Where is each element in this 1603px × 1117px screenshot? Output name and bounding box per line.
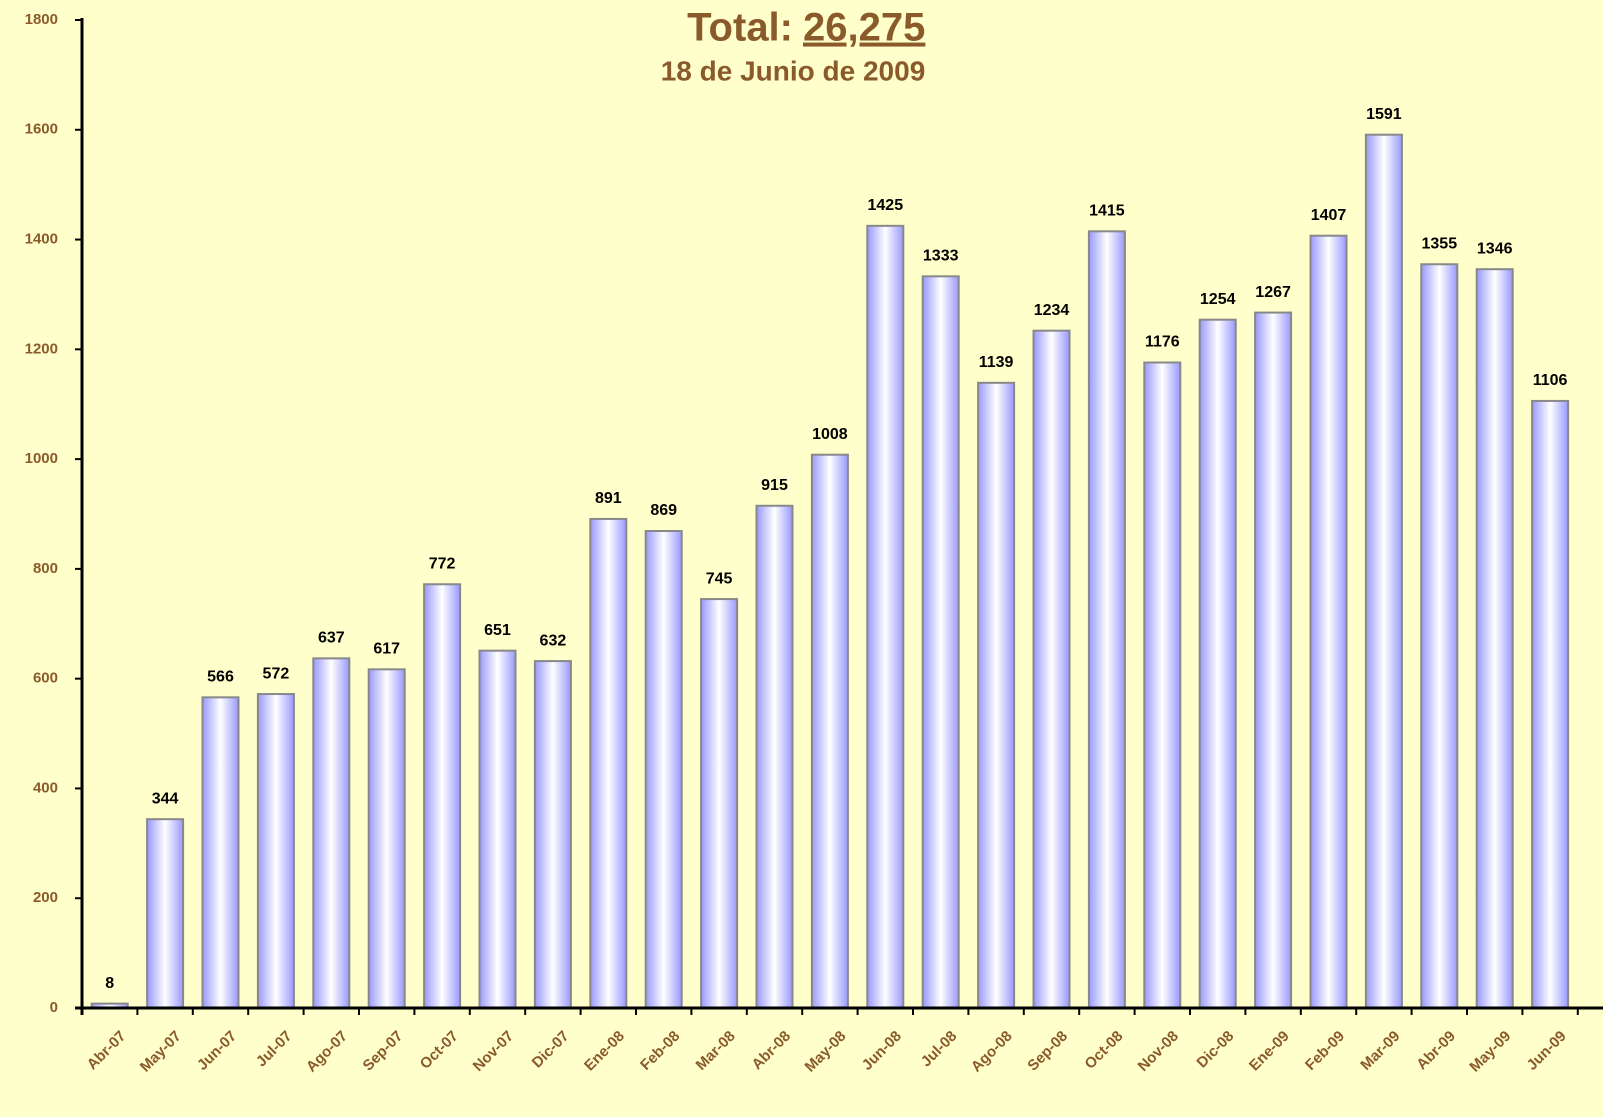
value-label: 1407 [1311,207,1347,224]
value-label: 891 [595,490,622,507]
x-tick-label: Nov-07 [470,1028,517,1075]
bar [146,818,185,1010]
bar [1032,329,1071,1010]
x-tick-label: Jun-09 [1524,1028,1570,1074]
bar [1420,263,1459,1009]
y-tick-label: 600 [33,670,58,687]
bar [866,224,905,1010]
value-label: 1267 [1255,284,1291,301]
bar [367,668,406,1010]
value-label: 566 [207,669,234,686]
x-tick-label: Ago-08 [968,1028,1016,1076]
x-tick-label: Jun-07 [194,1028,240,1074]
chart-title: Total: [687,6,793,50]
y-tick-label: 1800 [25,11,58,28]
bar [589,517,628,1009]
x-tick-label: May-07 [137,1028,185,1076]
value-label: 1254 [1200,291,1236,308]
bar [644,530,683,1009]
bar [478,649,517,1009]
bar [700,598,739,1009]
value-label: 745 [706,570,733,587]
value-label: 1106 [1533,372,1568,389]
y-tick-label: 400 [33,779,58,796]
x-tick-label: Abr-09 [1413,1028,1459,1074]
value-label: 1355 [1422,235,1458,252]
bar [312,657,351,1009]
x-tick-label: Feb-08 [637,1028,683,1074]
value-label: 8 [105,975,114,992]
value-label: 572 [263,665,290,682]
value-label: 1591 [1366,106,1402,123]
y-tick-label: 1600 [25,121,58,138]
x-tick-label: Jul-08 [918,1028,961,1071]
y-tick-label: 1000 [25,450,58,467]
x-tick-label: Abr-08 [749,1028,795,1074]
bar [921,275,960,1009]
bar [755,504,794,1009]
y-tick-label: 1400 [25,231,58,248]
x-tick-label: Sep-07 [360,1028,407,1075]
x-tick-label: Sep-08 [1024,1028,1071,1075]
value-label: 1008 [812,426,848,443]
x-tick-label: Dic-08 [1193,1028,1237,1072]
value-label: 637 [318,630,345,647]
bar [1143,361,1182,1009]
x-tick-label: Dic-07 [529,1028,573,1072]
value-label: 915 [761,477,788,494]
bar [1309,234,1348,1010]
chart-subtitle: 18 de Junio de 2009 [661,55,926,86]
value-label: 617 [373,641,400,658]
x-tick-label: Feb-09 [1302,1028,1348,1074]
x-tick-label: Nov-08 [1135,1028,1182,1075]
value-label: 1415 [1089,203,1125,220]
y-tick-label: 800 [33,560,58,577]
x-tick-label: Ene-09 [1246,1028,1293,1075]
bar [1475,268,1514,1009]
bar [810,453,849,1010]
bar [256,693,295,1010]
chart-total: 26,275 [803,6,925,50]
x-tick-label: May-08 [802,1028,850,1076]
bar [1198,318,1237,1009]
value-label: 1234 [1034,302,1070,319]
value-label: 1333 [923,248,959,265]
value-label: 1425 [868,197,904,214]
value-label: 1139 [979,354,1014,371]
x-tick-label: Mar-09 [1357,1028,1403,1074]
value-label: 1346 [1477,240,1513,257]
x-tick-label: Jun-08 [859,1028,905,1074]
x-tick-label: Oct-08 [1082,1028,1127,1073]
value-label: 651 [484,622,511,639]
value-label: 869 [650,502,677,519]
bar [1531,399,1570,1009]
x-tick-label: Abr-07 [84,1028,130,1074]
x-tick-label: Jul-07 [253,1028,296,1071]
value-label: 1176 [1145,334,1180,351]
x-tick-label: Ago-07 [303,1028,351,1076]
bar [1254,311,1293,1009]
x-tick-label: Oct-07 [417,1028,462,1073]
bar [977,381,1016,1009]
bar [423,583,462,1009]
bar [533,660,572,1009]
value-label: 344 [152,790,179,807]
x-tick-label: Mar-08 [693,1028,739,1074]
bar [201,696,240,1010]
bar [1087,230,1126,1010]
value-label: 772 [429,555,456,572]
x-tick-label: Ene-08 [581,1028,628,1075]
value-label: 632 [540,632,567,649]
y-tick-label: 1200 [25,340,58,357]
x-tick-label: May-09 [1466,1028,1514,1076]
bar [1364,133,1403,1009]
y-tick-label: 200 [33,889,58,906]
y-tick-label: 0 [50,999,58,1016]
